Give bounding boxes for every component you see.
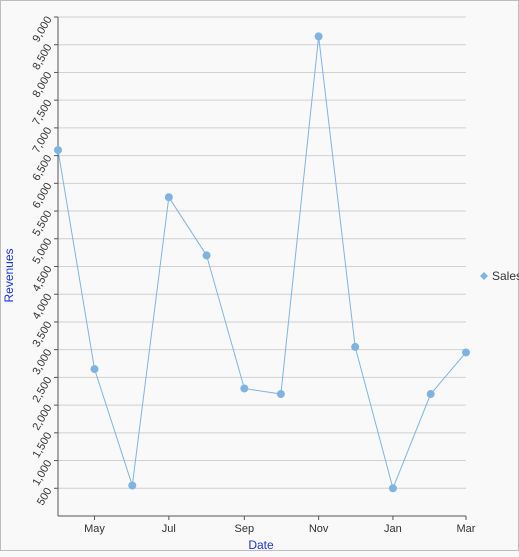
x-tick-label: Jan [384, 523, 402, 535]
data-point [462, 348, 470, 357]
y-tick-label: 3,500 [30, 319, 54, 349]
data-point [351, 342, 360, 351]
y-tick-label: 5,500 [30, 209, 54, 239]
y-tick-label: 9,000 [30, 15, 54, 45]
data-point [314, 32, 323, 41]
series-sales [54, 32, 470, 493]
data-point [90, 365, 99, 374]
legend-marker-sales [480, 272, 488, 280]
y-tick-label: 2,000 [30, 403, 54, 433]
data-point [240, 384, 249, 393]
y-tick-label: 7,000 [30, 125, 54, 155]
y-tick-label: 4,000 [30, 292, 54, 322]
data-point [54, 146, 62, 155]
y-axis-title: Revenues [2, 248, 16, 302]
legend-label-sales: Sales [492, 269, 519, 283]
y-tick-label: 8,000 [30, 70, 54, 100]
x-tick-label: Jul [162, 523, 176, 535]
data-point [388, 484, 397, 493]
x-tick-label: Nov [309, 523, 329, 535]
data-point [164, 193, 173, 202]
x-tick-label: Mar [457, 523, 476, 535]
y-tick-label: 6,000 [30, 181, 54, 211]
y-tick-label: 8,500 [30, 42, 54, 72]
x-tick-label: May [84, 523, 105, 535]
y-tick-label: 4,500 [30, 264, 54, 294]
y-tick-label: 1,500 [30, 430, 54, 460]
y-tick-label: 2,500 [30, 375, 54, 405]
y-tick-label: 6,500 [30, 153, 54, 183]
y-tick-label: 7,500 [30, 98, 54, 128]
y-tick-label: 3,000 [30, 347, 54, 377]
data-point [426, 390, 435, 399]
series-line [57, 36, 467, 490]
x-tick-label: Sep [235, 523, 255, 535]
gridlines [58, 16, 466, 489]
y-axis-ticks: 5001,0001,5002,0002,5003,0003,5004,0004,… [30, 15, 58, 508]
legend: Sales [480, 269, 519, 283]
data-point [128, 481, 137, 490]
y-tick-label: 500 [35, 486, 55, 508]
data-point [202, 251, 211, 260]
y-tick-label: 1,000 [30, 458, 54, 488]
y-tick-label: 5,000 [30, 236, 54, 266]
x-axis-ticks: May Jul Sep Nov Jan Mar [84, 516, 476, 535]
data-point [276, 390, 285, 399]
x-axis-title: Date [248, 538, 274, 552]
